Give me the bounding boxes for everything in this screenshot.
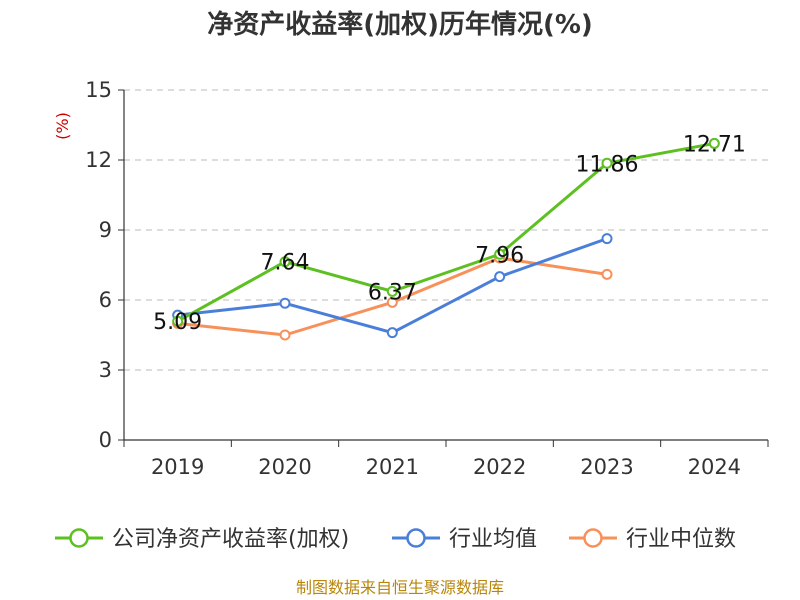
legend-label: 公司净资产收益率(加权) xyxy=(112,527,349,552)
data-label: 7.96 xyxy=(475,243,524,268)
y-tick-label: 3 xyxy=(99,358,112,382)
legend-marker xyxy=(406,528,426,548)
legend-marker xyxy=(583,528,603,548)
data-point xyxy=(279,329,291,341)
grid-lines xyxy=(124,89,768,371)
axes: 0 3 6 9 12 15 2019 2020 2021 2022 2023 2024 xyxy=(85,78,769,479)
x-tick-label: 2021 xyxy=(366,455,419,479)
series-line-0 xyxy=(176,141,715,323)
data-point xyxy=(386,296,398,308)
data-point xyxy=(494,271,506,283)
data-point xyxy=(601,233,613,245)
legend-label: 行业中位数 xyxy=(626,527,736,552)
data-label: 5.09 xyxy=(153,310,202,335)
y-tick-label: 12 xyxy=(85,148,112,172)
y-tick-label: 9 xyxy=(99,218,112,242)
x-tick-label: 2020 xyxy=(258,455,311,479)
chart-title: 净资产收益率(加权)历年情况(%) xyxy=(207,9,593,40)
y-axis-label: (%) xyxy=(53,112,72,140)
source-note: 制图数据来自恒生聚源数据库 xyxy=(296,578,504,597)
x-tick-label: 2022 xyxy=(473,455,526,479)
data-labels: 5.09 7.64 6.37 7.96 11.86 12.71 xyxy=(153,132,746,335)
x-tick-label: 2024 xyxy=(688,455,741,479)
data-point xyxy=(708,137,720,149)
x-tick-label: 2023 xyxy=(580,455,633,479)
y-tick-label: 0 xyxy=(99,428,112,452)
y-tick-label: 15 xyxy=(85,78,112,102)
data-point xyxy=(601,157,613,169)
legend-label: 行业均值 xyxy=(449,527,537,552)
data-point xyxy=(386,285,398,297)
series-group xyxy=(172,137,720,341)
data-label: 11.86 xyxy=(576,152,639,177)
data-point xyxy=(279,297,291,309)
y-tick-label: 6 xyxy=(99,288,112,312)
data-label: 12.71 xyxy=(683,132,746,157)
x-tick-label: 2019 xyxy=(151,455,204,479)
data-label: 6.37 xyxy=(368,280,417,305)
data-point xyxy=(494,248,506,260)
data-point xyxy=(386,327,398,339)
data-label: 7.64 xyxy=(261,251,310,276)
data-point xyxy=(279,256,291,268)
data-point xyxy=(601,268,613,280)
legend: 公司净资产收益率(加权) 行业均值 行业中位数 xyxy=(55,527,736,552)
data-point xyxy=(172,315,184,327)
legend-marker xyxy=(69,528,89,548)
